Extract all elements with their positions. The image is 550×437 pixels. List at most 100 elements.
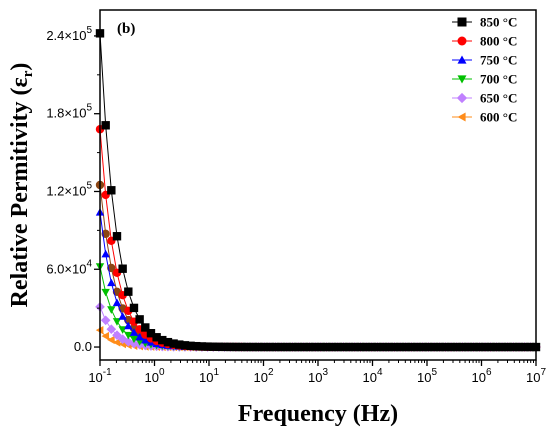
legend: 850 °C 800 °C 750 °C 700 °C 650 °C 600 °C (452, 15, 517, 125)
series-850-point (486, 342, 495, 352)
series-750-point (101, 249, 110, 258)
series-850-point (169, 339, 178, 348)
legend-label: 800 °C (480, 34, 517, 49)
series-850-point (282, 342, 292, 352)
series-850-point (180, 341, 190, 350)
series-850-point (327, 342, 337, 352)
series-700-point (129, 335, 139, 344)
series-850-point (350, 342, 360, 352)
legend-marker (457, 75, 467, 84)
series-600-point (101, 331, 110, 341)
series-850-point (254, 342, 263, 352)
series-850-point (333, 342, 343, 352)
series-800-group (95, 125, 541, 352)
y-axis-title-close: ) (7, 63, 33, 71)
series-850-point (503, 342, 512, 352)
series-750-point (141, 335, 150, 344)
series-850-point (146, 329, 156, 338)
axis-ticks-layer: 10-1 100 101 102 103 104 105 106 107 0.0 6.0×104 1.… (46, 25, 546, 385)
series-850-point (480, 342, 490, 352)
x-tick-label: 105 (417, 367, 437, 385)
y-tick-label: 1.2×105 (46, 180, 92, 198)
legend-label: 600 °C (480, 110, 517, 125)
x-tick-label: 107 (526, 367, 546, 385)
series-850-point (276, 342, 286, 352)
series-850-point (220, 342, 229, 352)
x-tick-label: 100 (144, 367, 164, 385)
series-850-point (458, 342, 467, 352)
y-axis-title-main: Relative Permitivity (ε (7, 77, 33, 307)
series-750-point (107, 278, 116, 287)
series-850-point (141, 323, 150, 332)
series-850-point (243, 342, 252, 352)
series-850-point (226, 342, 235, 352)
series-850-point (101, 121, 110, 130)
series-600-point (112, 338, 121, 347)
series-850-point (412, 342, 422, 352)
series-850-line (99, 33, 536, 348)
y-tick-label: 2.4×105 (46, 25, 92, 43)
series-850-point (356, 342, 365, 352)
y-axis-title: Relative Permitivity (εr) (7, 63, 36, 308)
series-850-point (124, 287, 133, 296)
plot-frame (99, 9, 537, 361)
series-850-point (509, 342, 518, 352)
series-850-point (118, 264, 127, 273)
y-tick-label: 1.8×105 (46, 103, 92, 121)
x-tick-label: 101 (199, 367, 219, 385)
series-850-point (475, 342, 484, 352)
legend-marker (456, 92, 468, 104)
series-850-point (152, 333, 161, 342)
series-850-point (520, 342, 529, 352)
legend-label: 750 °C (480, 53, 517, 68)
series-800-line (99, 129, 536, 348)
series-850-point (435, 342, 444, 352)
x-tick-label: 10-1 (88, 367, 112, 385)
series-850-point (175, 340, 184, 349)
series-850-point (469, 342, 478, 352)
series-650-point (117, 334, 128, 344)
series-850-point (163, 337, 173, 347)
series-750-point (124, 321, 133, 330)
y-axis-title-sub: r (20, 70, 36, 77)
series-850-point (361, 342, 371, 352)
series-850-point (310, 342, 320, 352)
series-850-point (526, 342, 535, 352)
series-850-group (95, 29, 541, 352)
series-700-point (124, 331, 133, 340)
x-tick-label: 104 (362, 367, 382, 385)
series-750-line (99, 212, 536, 348)
series-750-point (112, 298, 122, 307)
series-850-point (344, 342, 354, 352)
series-850-point (299, 342, 309, 352)
series-750-point (118, 312, 127, 320)
series-650-point (106, 324, 117, 335)
panel-label: (b) (117, 21, 135, 37)
series-850-point (107, 186, 116, 195)
series-850-point (463, 342, 473, 352)
series-850-point (231, 342, 241, 352)
series-850-point (288, 342, 297, 352)
series-850-point (305, 342, 314, 352)
legend-marker (457, 112, 466, 122)
series-850-point (265, 342, 275, 352)
series-600-point (107, 335, 115, 345)
series-850-point (395, 342, 405, 352)
series-850-point (514, 342, 524, 352)
series-750-point (129, 328, 139, 336)
series-750-point (135, 332, 144, 341)
series-850-point (401, 342, 410, 352)
series-850-point (129, 303, 139, 313)
x-tick-label: 103 (308, 367, 328, 385)
series-750-group (95, 208, 541, 351)
y-tick-label: 0.0 (74, 339, 92, 354)
series-850-point (192, 341, 201, 351)
series-700-line (99, 266, 536, 348)
data-marks-layer (95, 29, 541, 352)
series-unlabeled-0-group (95, 180, 541, 352)
series-850-point (186, 341, 195, 351)
series-850-point (429, 342, 439, 352)
series-850-point (367, 342, 376, 352)
series-850-point (316, 342, 326, 352)
series-850-point (112, 232, 122, 241)
